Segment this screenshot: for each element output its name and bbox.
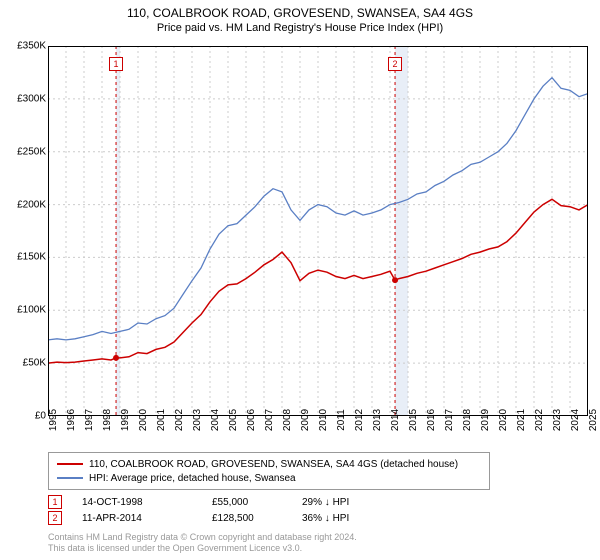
sale-date: 11-APR-2014 — [82, 513, 212, 524]
x-tick-label: 2009 — [300, 409, 311, 431]
legend-label: HPI: Average price, detached house, Swan… — [89, 473, 296, 484]
x-tick-label: 2021 — [516, 409, 527, 431]
legend-swatch — [57, 463, 83, 465]
x-tick-label: 2020 — [498, 409, 509, 431]
x-tick-label: 2004 — [210, 409, 221, 431]
x-tick-label: 1996 — [66, 409, 77, 431]
x-tick-label: 2016 — [426, 409, 437, 431]
x-tick-label: 2013 — [372, 409, 383, 431]
sale-marker-box: 2 — [48, 511, 62, 525]
attribution: Contains HM Land Registry data © Crown c… — [48, 532, 357, 554]
x-tick-label: 2012 — [354, 409, 365, 431]
x-tick-label: 2002 — [174, 409, 185, 431]
y-tick-label: £250K — [2, 146, 46, 157]
x-tick-label: 2014 — [390, 409, 401, 431]
attribution-line: This data is licensed under the Open Gov… — [48, 543, 357, 554]
x-tick-label: 2024 — [570, 409, 581, 431]
title-block: 110, COALBROOK ROAD, GROVESEND, SWANSEA,… — [0, 0, 600, 34]
y-tick-label: £50K — [2, 358, 46, 369]
x-tick-label: 2019 — [480, 409, 491, 431]
x-tick-label: 2022 — [534, 409, 545, 431]
chart-subtitle: Price paid vs. HM Land Registry's House … — [0, 22, 600, 34]
y-tick-label: £200K — [2, 199, 46, 210]
legend-item: HPI: Average price, detached house, Swan… — [57, 471, 481, 485]
chart-container: 110, COALBROOK ROAD, GROVESEND, SWANSEA,… — [0, 0, 600, 560]
sale-marker-box: 1 — [48, 495, 62, 509]
attribution-line: Contains HM Land Registry data © Crown c… — [48, 532, 357, 543]
sales-table: 1 14-OCT-1998 £55,000 29% ↓ HPI 2 11-APR… — [48, 494, 402, 526]
chart-marker-box: 1 — [109, 57, 123, 71]
chart-svg — [48, 46, 588, 416]
y-tick-label: £350K — [2, 41, 46, 52]
x-tick-label: 2017 — [444, 409, 455, 431]
x-tick-label: 2005 — [228, 409, 239, 431]
x-tick-label: 2008 — [282, 409, 293, 431]
sale-row: 1 14-OCT-1998 £55,000 29% ↓ HPI — [48, 494, 402, 510]
x-tick-label: 2015 — [408, 409, 419, 431]
x-tick-label: 2023 — [552, 409, 563, 431]
sale-price: £55,000 — [212, 497, 302, 508]
x-tick-label: 2001 — [156, 409, 167, 431]
chart-marker-box: 2 — [388, 57, 402, 71]
x-tick-label: 2000 — [138, 409, 149, 431]
x-tick-label: 2011 — [336, 409, 347, 431]
chart-title: 110, COALBROOK ROAD, GROVESEND, SWANSEA,… — [0, 6, 600, 20]
x-tick-label: 2003 — [192, 409, 203, 431]
sale-price: £128,500 — [212, 513, 302, 524]
x-tick-label: 2018 — [462, 409, 473, 431]
x-tick-label: 1999 — [120, 409, 131, 431]
y-tick-label: £0 — [2, 411, 46, 422]
y-tick-label: £300K — [2, 93, 46, 104]
sale-date: 14-OCT-1998 — [82, 497, 212, 508]
legend: 110, COALBROOK ROAD, GROVESEND, SWANSEA,… — [48, 452, 490, 490]
x-tick-label: 2025 — [588, 409, 599, 431]
x-tick-label: 2006 — [246, 409, 257, 431]
y-tick-label: £100K — [2, 305, 46, 316]
chart-plot-area — [48, 46, 588, 416]
x-tick-label: 2010 — [318, 409, 329, 431]
legend-item: 110, COALBROOK ROAD, GROVESEND, SWANSEA,… — [57, 457, 481, 471]
x-tick-label: 1998 — [102, 409, 113, 431]
legend-swatch — [57, 477, 83, 479]
sale-row: 2 11-APR-2014 £128,500 36% ↓ HPI — [48, 510, 402, 526]
x-tick-label: 2007 — [264, 409, 275, 431]
sale-diff: 29% ↓ HPI — [302, 497, 402, 508]
sale-diff: 36% ↓ HPI — [302, 513, 402, 524]
legend-label: 110, COALBROOK ROAD, GROVESEND, SWANSEA,… — [89, 459, 458, 470]
x-tick-label: 1997 — [84, 409, 95, 431]
x-tick-label: 1995 — [48, 409, 59, 431]
y-tick-label: £150K — [2, 252, 46, 263]
